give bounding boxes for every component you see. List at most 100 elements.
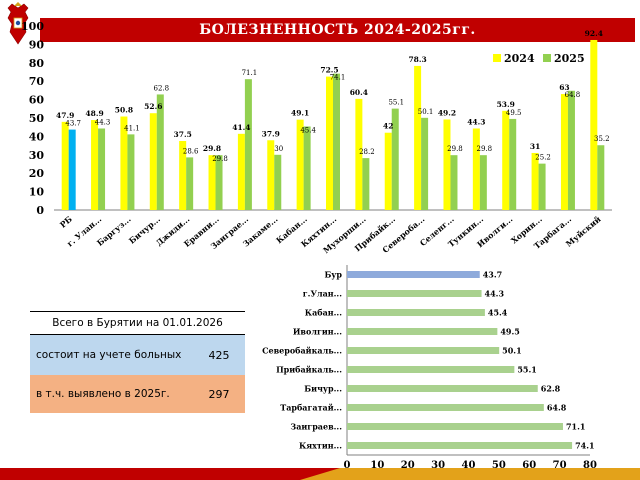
h-data-label: 45.4 [488,308,508,318]
data-label-2024: 41.4 [232,123,250,132]
h-bar [347,309,485,316]
bar-2024 [91,120,99,210]
bar-2024 [179,141,187,210]
data-label-2024: 92.4 [585,29,603,38]
h-data-label: 74.1 [575,441,594,451]
h-data-label: 64.8 [547,403,567,413]
data-label-2025: 43.7 [65,120,81,128]
data-label-2024: 29.8 [203,144,221,153]
h-x-tick-label: 0 [344,460,351,471]
y-tick-label: 60 [29,94,45,107]
h-category-label: Кяхтин... [299,441,342,451]
bar-2025 [597,145,605,210]
h-category-label: Прибайкаль... [276,365,342,375]
y-tick-label: 80 [29,57,45,70]
bar-2024 [414,65,422,210]
legend-swatch-2025 [543,54,551,62]
h-x-tick-label: 80 [583,460,597,471]
bar-2024 [590,39,598,210]
bar-2024 [120,116,128,210]
h-bar [347,404,544,411]
bar-2025 [362,158,370,210]
h-category-label: г.Улан... [303,289,342,299]
h-data-label: 55.1 [517,365,536,375]
stats-value: 297 [193,375,245,413]
data-label-2024: 78.3 [408,55,426,64]
h-x-tick-label: 30 [431,460,445,471]
y-tick-label: 100 [21,20,44,33]
bar-2024 [531,152,539,210]
y-tick-label: 40 [29,130,45,143]
data-label-2025: 50.1 [418,108,434,116]
data-label-2025: 71.1 [242,69,258,77]
bar-2025 [391,108,399,210]
data-label-2025: 35.2 [594,135,610,143]
h-data-label: 49.5 [500,327,519,337]
h-x-tick-label: 10 [370,460,384,471]
h-data-label: 44.3 [485,289,505,299]
data-label-2025: 29.8 [212,155,228,163]
stats-table-title: Всего в Бурятии на 01.01.2026 [30,311,245,335]
data-label-2025: 64.8 [565,91,581,99]
h-data-label: 43.7 [483,270,502,280]
bar-2025 [127,134,135,210]
data-label-2025: 45.4 [300,126,316,134]
bar-2025 [450,155,458,210]
data-label-2024: 50.8 [115,106,133,115]
data-label-2025: 44.3 [95,118,111,126]
stats-value: 425 [193,334,245,375]
h-data-label: 50.1 [502,346,521,356]
bar-2025 [68,129,76,210]
h-category-label: Бичур... [304,384,342,394]
stats-label: состоит на учете больных [30,334,193,375]
bar-2024 [443,119,451,210]
header: БОЛЕЗНЕННОСТЬ 2024-2025гг. [0,0,640,50]
data-label-2025: 74.1 [330,74,346,82]
bar-2024 [296,119,304,210]
page-title: БОЛЕЗНЕННОСТЬ 2024-2025гг. [40,18,635,42]
data-label-2024: 47.9 [56,111,74,120]
data-label-2025: 49.5 [506,109,522,117]
bar-2024 [149,113,157,210]
bar-2024 [472,128,480,210]
h-x-tick-label: 20 [401,460,415,471]
h-bar [347,385,538,392]
h-category-label: Тарбагатай... [280,403,342,413]
data-label-2024: 60.4 [350,88,368,97]
data-label-2025: 55.1 [388,99,404,107]
bar-2025 [479,155,487,210]
data-label-2025: 62.8 [153,84,169,92]
y-tick-label: 20 [29,167,45,180]
data-label-2024: 53.9 [497,100,515,109]
h-bar [347,271,480,278]
y-tick-label: 0 [36,204,44,217]
bar-2025 [333,73,340,210]
h-x-tick-label: 40 [462,460,476,471]
stats-row-detected: в т.ч. выявлено в 2025г. 297 [30,375,245,413]
stats-label: в т.ч. выявлено в 2025г. [30,375,193,413]
h-category-label: Заиграев... [290,422,342,432]
y-tick-label: 90 [29,38,45,51]
bar-2024 [61,121,69,210]
h-data-label: 62.8 [541,384,561,394]
bar-2025 [274,154,282,210]
bar-2024 [560,94,568,210]
y-tick-label: 50 [29,112,45,125]
y-tick-label: 30 [29,149,45,162]
h-category-label: Иволгин... [293,327,342,337]
bar-2024 [384,132,392,210]
data-label-2024: 44.3 [467,117,485,126]
bar-2024 [208,155,216,210]
data-label-2024: 37.9 [262,129,280,138]
data-label-2024: 63 [559,83,569,92]
legend-label-2024: 2024 [504,52,535,65]
footer-decoration [0,468,640,480]
data-label-2025: 25.2 [535,154,551,162]
data-label-2025: 29.8 [477,145,493,153]
legend-swatch-2024 [493,54,501,62]
stats-table: Всего в Бурятии на 01.01.2026 состоит на… [30,311,245,413]
data-label-2024: 49.1 [291,109,309,118]
data-label-2025: 29.8 [447,145,463,153]
bar-2025 [186,157,194,210]
